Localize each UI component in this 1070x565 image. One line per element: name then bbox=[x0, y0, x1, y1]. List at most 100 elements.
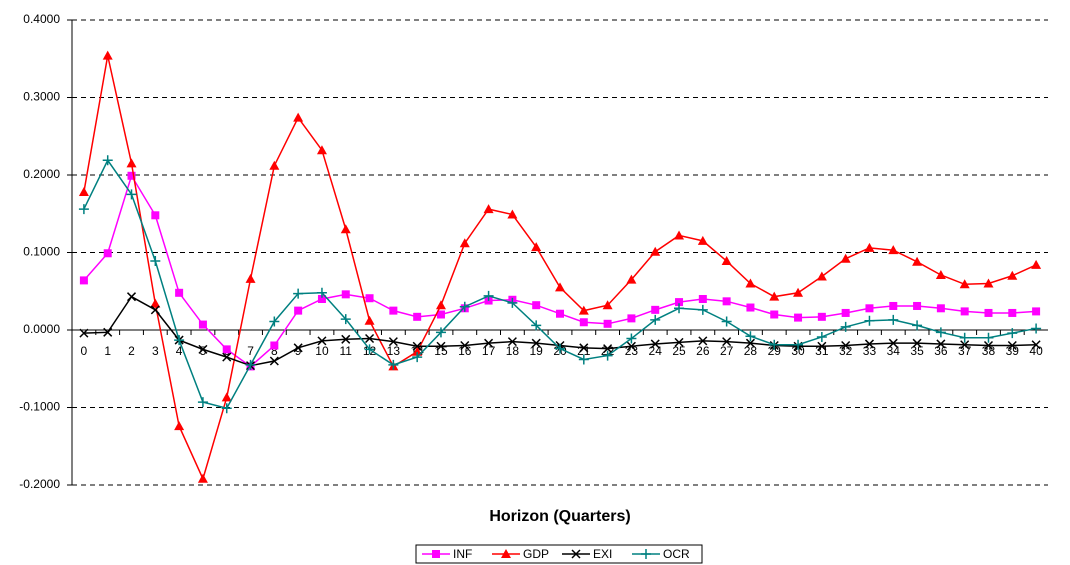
marker bbox=[459, 301, 470, 312]
marker bbox=[269, 356, 279, 366]
marker bbox=[579, 318, 588, 327]
marker bbox=[103, 249, 112, 258]
marker bbox=[555, 343, 565, 354]
marker bbox=[888, 245, 899, 255]
marker bbox=[245, 273, 256, 283]
marker bbox=[983, 278, 994, 288]
marker bbox=[794, 313, 803, 322]
x-tick-label: 40 bbox=[1029, 344, 1043, 358]
marker bbox=[1031, 259, 1042, 269]
marker bbox=[984, 308, 993, 317]
marker bbox=[245, 359, 256, 370]
marker bbox=[674, 303, 685, 314]
marker bbox=[935, 269, 946, 279]
marker bbox=[126, 189, 137, 200]
marker bbox=[578, 305, 589, 315]
marker bbox=[912, 256, 923, 266]
x-tick-label: 8 bbox=[271, 344, 278, 358]
legend-label: GDP bbox=[523, 547, 549, 561]
marker bbox=[483, 204, 494, 214]
marker bbox=[889, 301, 898, 310]
marker bbox=[435, 300, 446, 310]
marker bbox=[1032, 307, 1041, 316]
marker bbox=[340, 314, 351, 325]
marker bbox=[864, 315, 875, 326]
x-tick-label: 23 bbox=[625, 344, 639, 358]
marker bbox=[912, 338, 922, 348]
x-tick-label: 0 bbox=[81, 344, 88, 358]
x-tick-label: 26 bbox=[696, 344, 710, 358]
marker bbox=[102, 50, 113, 60]
marker bbox=[627, 314, 636, 323]
x-tick-label: 17 bbox=[482, 344, 496, 358]
marker bbox=[316, 145, 327, 155]
marker bbox=[841, 340, 851, 351]
x-tick-label: 29 bbox=[768, 344, 782, 358]
marker bbox=[603, 319, 612, 328]
y-tick-label: 0.3000 bbox=[23, 90, 60, 104]
marker bbox=[174, 421, 185, 431]
marker bbox=[697, 304, 708, 315]
marker bbox=[746, 303, 755, 312]
marker bbox=[1031, 340, 1041, 350]
x-tick-label: 25 bbox=[672, 344, 686, 358]
x-tick-label: 37 bbox=[958, 344, 972, 358]
x-tick-label: 38 bbox=[982, 344, 996, 358]
marker bbox=[365, 333, 375, 344]
marker bbox=[341, 290, 350, 299]
y-tick-label: 0.4000 bbox=[23, 12, 60, 26]
marker bbox=[1007, 270, 1018, 280]
marker bbox=[197, 473, 208, 483]
marker bbox=[365, 294, 374, 303]
marker bbox=[935, 327, 946, 338]
marker bbox=[293, 343, 303, 353]
x-tick-label: 5 bbox=[200, 344, 207, 358]
marker bbox=[435, 327, 446, 338]
marker bbox=[341, 334, 351, 344]
marker bbox=[888, 314, 899, 325]
marker bbox=[602, 350, 613, 361]
marker bbox=[650, 246, 661, 256]
x-tick-label: 28 bbox=[744, 344, 758, 358]
legend-marker bbox=[501, 549, 511, 558]
marker bbox=[864, 242, 875, 252]
x-tick-label: 16 bbox=[458, 344, 472, 358]
marker bbox=[79, 328, 89, 338]
x-tick-label: 30 bbox=[791, 344, 805, 358]
marker bbox=[913, 301, 922, 310]
x-tick-label: 32 bbox=[839, 344, 853, 358]
marker bbox=[269, 160, 280, 170]
marker bbox=[578, 354, 589, 365]
series-line bbox=[83, 55, 1037, 481]
marker bbox=[126, 158, 137, 168]
marker bbox=[556, 309, 564, 318]
marker bbox=[507, 337, 517, 347]
marker bbox=[340, 224, 351, 234]
x-tick-label: 18 bbox=[506, 344, 520, 358]
marker bbox=[865, 304, 874, 313]
y-tick-label: -0.2000 bbox=[19, 477, 60, 491]
marker bbox=[722, 297, 731, 306]
marker bbox=[532, 301, 541, 310]
marker bbox=[78, 187, 89, 197]
legend-box bbox=[415, 544, 703, 564]
marker bbox=[317, 336, 327, 346]
x-tick-label: 35 bbox=[910, 344, 924, 358]
x-axis-label: Horizon (Quarters) bbox=[489, 508, 630, 525]
marker bbox=[626, 274, 637, 284]
marker bbox=[412, 352, 423, 363]
marker bbox=[959, 279, 970, 289]
marker bbox=[175, 288, 184, 297]
marker bbox=[912, 320, 923, 331]
marker bbox=[769, 339, 780, 350]
marker bbox=[150, 305, 160, 315]
marker bbox=[436, 310, 445, 319]
marker bbox=[221, 403, 232, 414]
marker bbox=[531, 338, 541, 348]
marker bbox=[769, 291, 780, 301]
marker bbox=[221, 392, 232, 402]
marker bbox=[102, 155, 113, 166]
x-tick-label: 36 bbox=[934, 344, 948, 358]
x-tick-label: 33 bbox=[863, 344, 877, 358]
